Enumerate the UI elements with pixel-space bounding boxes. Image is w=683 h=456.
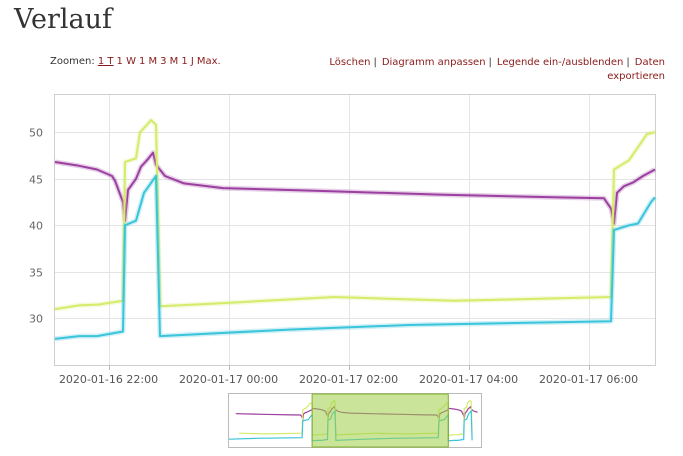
y-tick-label: 40 xyxy=(29,220,43,233)
delete-link[interactable]: Löschen xyxy=(329,57,371,68)
series-line-1[interactable] xyxy=(54,151,656,225)
zoom-option-max[interactable]: Max. xyxy=(196,56,221,67)
adjust-chart-link[interactable]: Diagramm anpassen xyxy=(381,57,486,68)
y-tick-label: 30 xyxy=(29,313,43,326)
toggle-legend-link[interactable]: Legende ein-/ausblenden xyxy=(496,57,624,68)
zoom-label: Zoomen: xyxy=(50,56,95,67)
y-tick-label: 35 xyxy=(29,267,43,280)
zoom-option-3-m[interactable]: 3 M xyxy=(160,56,179,67)
y-axis-labels: 30 35 40 45 50 xyxy=(29,127,43,326)
y-tick-label: 45 xyxy=(29,174,43,187)
export-data-link[interactable]: Daten exportieren xyxy=(607,57,665,82)
x-tick-label: 2020-01-17 02:00 xyxy=(299,373,398,386)
page-title: Verlauf xyxy=(14,4,113,35)
series-line-3[interactable] xyxy=(54,175,656,340)
chart-grid xyxy=(55,95,655,370)
zoom-option-1-m[interactable]: 1 M xyxy=(138,56,158,67)
series-lines xyxy=(54,117,657,342)
x-tick-label: 2020-01-17 00:00 xyxy=(179,373,278,386)
navigator-selection[interactable] xyxy=(311,393,449,448)
chart-actions: Löschen | Diagramm anpassen | Legende ein-/a… xyxy=(329,57,665,82)
navigator[interactable] xyxy=(228,393,482,448)
x-axis-labels: 2020-01-16 22:00 2020-01-17 00:00 2020-01-… xyxy=(59,373,638,386)
zoom-option-1-w[interactable]: 1 W xyxy=(116,56,136,67)
x-tick-label: 2020-01-17 06:00 xyxy=(539,373,638,386)
zoom-option-1-j[interactable]: 1 J xyxy=(181,56,194,67)
zoom-option-1-t[interactable]: 1 T xyxy=(97,56,114,67)
x-tick-label: 2020-01-16 22:00 xyxy=(59,373,158,386)
y-tick-label: 50 xyxy=(29,127,43,140)
x-tick-label: 2020-01-17 04:00 xyxy=(419,373,518,386)
plot-area xyxy=(54,94,656,366)
